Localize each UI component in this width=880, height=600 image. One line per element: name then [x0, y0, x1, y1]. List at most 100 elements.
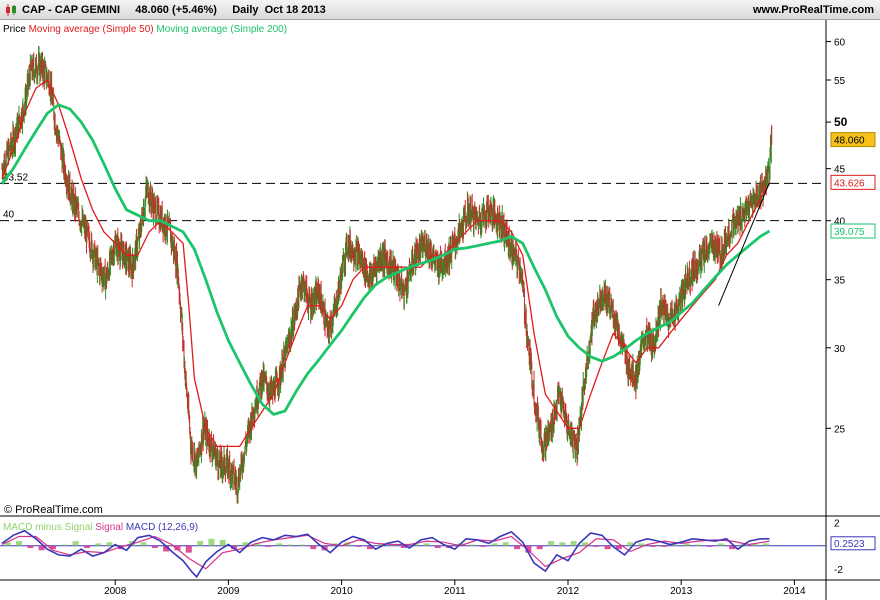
macd-histogram-bar — [310, 545, 317, 550]
macd-histogram-bar — [525, 545, 532, 553]
macd-histogram-bar — [593, 545, 600, 547]
price-bars — [1, 45, 773, 504]
y-axis-labels: 25 30 35 40 45 50 55 60 — [826, 38, 848, 435]
x-tick-label: 2008 — [104, 586, 127, 597]
macd-legend-entry: Signal — [92, 522, 123, 533]
macd-histogram-bar — [683, 543, 690, 546]
axes — [0, 20, 880, 600]
macd-histogram-bar — [468, 544, 475, 546]
price-tags: 48.060 43.626 39.075 — [830, 132, 876, 239]
price-legend: Price Moving average (Simple 50) Moving … — [3, 24, 287, 35]
price-legend-text: Price Moving average (Simple 50) Moving … — [3, 24, 287, 35]
macd-histogram-bar — [298, 544, 305, 546]
y-tick-label: 55 — [834, 76, 846, 87]
ma200-line — [0, 103, 771, 416]
x-tick-label: 2009 — [217, 586, 240, 597]
price-tag-box — [830, 132, 876, 148]
macd-histogram-bar — [604, 545, 611, 550]
macd-legend-text: MACD minus Signal Signal MACD (12,26,9) — [3, 522, 198, 533]
macd-histogram-bar — [185, 545, 192, 553]
y-tick-label: 35 — [834, 276, 846, 287]
price-tag-label: 48.060 — [834, 136, 865, 147]
indicator-lines — [0, 79, 771, 448]
macd-histogram-bar — [570, 541, 577, 546]
price-tag-box — [830, 174, 876, 190]
price-tag-label: 43.626 — [834, 178, 865, 189]
x-tick-label: 2011 — [444, 586, 466, 597]
x-tick-label: 2014 — [783, 586, 806, 597]
macd-histogram-bar — [649, 545, 656, 547]
macd-histogram-bar — [502, 542, 509, 546]
macd-histogram-bar — [672, 544, 679, 546]
macd-value-label: 0.2523 — [834, 539, 865, 550]
macd-histogram-bar — [763, 543, 770, 546]
macd-histogram-bar — [355, 545, 362, 547]
copyright: © ProRealTime.com — [4, 504, 103, 516]
macd-y-label: 2 — [834, 519, 840, 530]
x-axis-labels: 2008 2009 2010 2011 2012 2013 2014 — [104, 580, 806, 597]
trendline — [718, 182, 770, 306]
macd-histogram-bar — [514, 545, 521, 550]
macd-histogram-bar — [423, 543, 430, 546]
macd-histogram-bar — [4, 542, 11, 546]
macd-histogram-bar — [400, 545, 407, 548]
x-tick-label: 2013 — [670, 586, 693, 597]
macd-histogram-bar — [615, 545, 622, 550]
y-tick-label: 60 — [834, 38, 846, 49]
legend-entry: Moving average (Simple 200) — [154, 24, 287, 35]
y-tick-label: 30 — [834, 344, 846, 355]
macd-histogram-bar — [27, 545, 34, 548]
x-tick-label: 2010 — [330, 586, 353, 597]
price-tag-label: 39.075 — [834, 227, 865, 238]
level-label: 43.52 — [3, 172, 28, 183]
macd-histogram-bar — [83, 545, 90, 548]
candlestick-icon — [6, 4, 16, 16]
macd-histogram-bar — [208, 538, 215, 546]
macd-histogram-bar — [751, 543, 758, 546]
chart-header-bar: CAP - CAP GEMINI 48.060 (+5.46%) Daily O… — [0, 0, 880, 20]
y-tick-label: 50 — [834, 115, 848, 129]
macd-legend-entry: MACD (12,26,9) — [123, 522, 198, 533]
macd-y-label: -2 — [834, 565, 843, 576]
y-tick-label: 45 — [834, 165, 846, 176]
macd-histogram-bar — [581, 542, 588, 546]
macd-histogram-bar — [389, 544, 396, 546]
legend-entry: Moving average (Simple 50) — [26, 24, 154, 35]
macd-histogram-bar — [638, 543, 645, 546]
macd-histogram-bar — [627, 542, 634, 546]
macd-histogram-bar — [434, 545, 441, 548]
macd-histogram-bar — [536, 545, 543, 550]
macd-histogram-bar — [219, 539, 226, 546]
price-tag-box — [830, 223, 876, 239]
macd-value-tag — [830, 536, 876, 551]
macd-histogram-bar — [49, 545, 56, 550]
macd-histogram-bar — [231, 545, 238, 550]
macd-histogram-bar — [140, 542, 147, 546]
macd-histogram-bar — [378, 543, 385, 546]
macd-histogram-bar — [276, 543, 283, 546]
macd-line — [1, 529, 770, 579]
chart-title: CAP - CAP GEMINI 48.060 (+5.46%) Daily O… — [22, 4, 326, 16]
macd-histogram-bar — [559, 542, 566, 546]
macd-histogram-bar — [38, 545, 45, 551]
macd-legend-entry: MACD minus Signal — [3, 522, 92, 533]
legend-entry: Price — [3, 24, 26, 35]
site-link[interactable]: www.ProRealTime.com — [752, 4, 874, 16]
signal-line — [1, 534, 770, 570]
macd-histogram-bar — [197, 541, 204, 546]
macd-histogram-bar — [15, 541, 22, 546]
macd-histogram-bar — [480, 545, 487, 547]
macd-histogram-bar — [242, 542, 249, 546]
macd-histogram-bar — [491, 543, 498, 546]
macd-histogram-bar — [717, 543, 724, 546]
macd-histogram-bar — [729, 545, 736, 550]
macd-histogram-bar — [174, 545, 181, 551]
gridlines: 43.52 40 — [0, 172, 826, 222]
macd-histogram-bar — [151, 545, 158, 548]
macd-histogram-bar — [106, 542, 113, 546]
macd-histogram-bar — [61, 544, 68, 546]
macd-histogram-bar — [661, 545, 668, 547]
macd-histogram-bar — [287, 544, 294, 546]
macd-histogram-bar — [72, 541, 79, 546]
ma50-line — [1, 79, 771, 448]
